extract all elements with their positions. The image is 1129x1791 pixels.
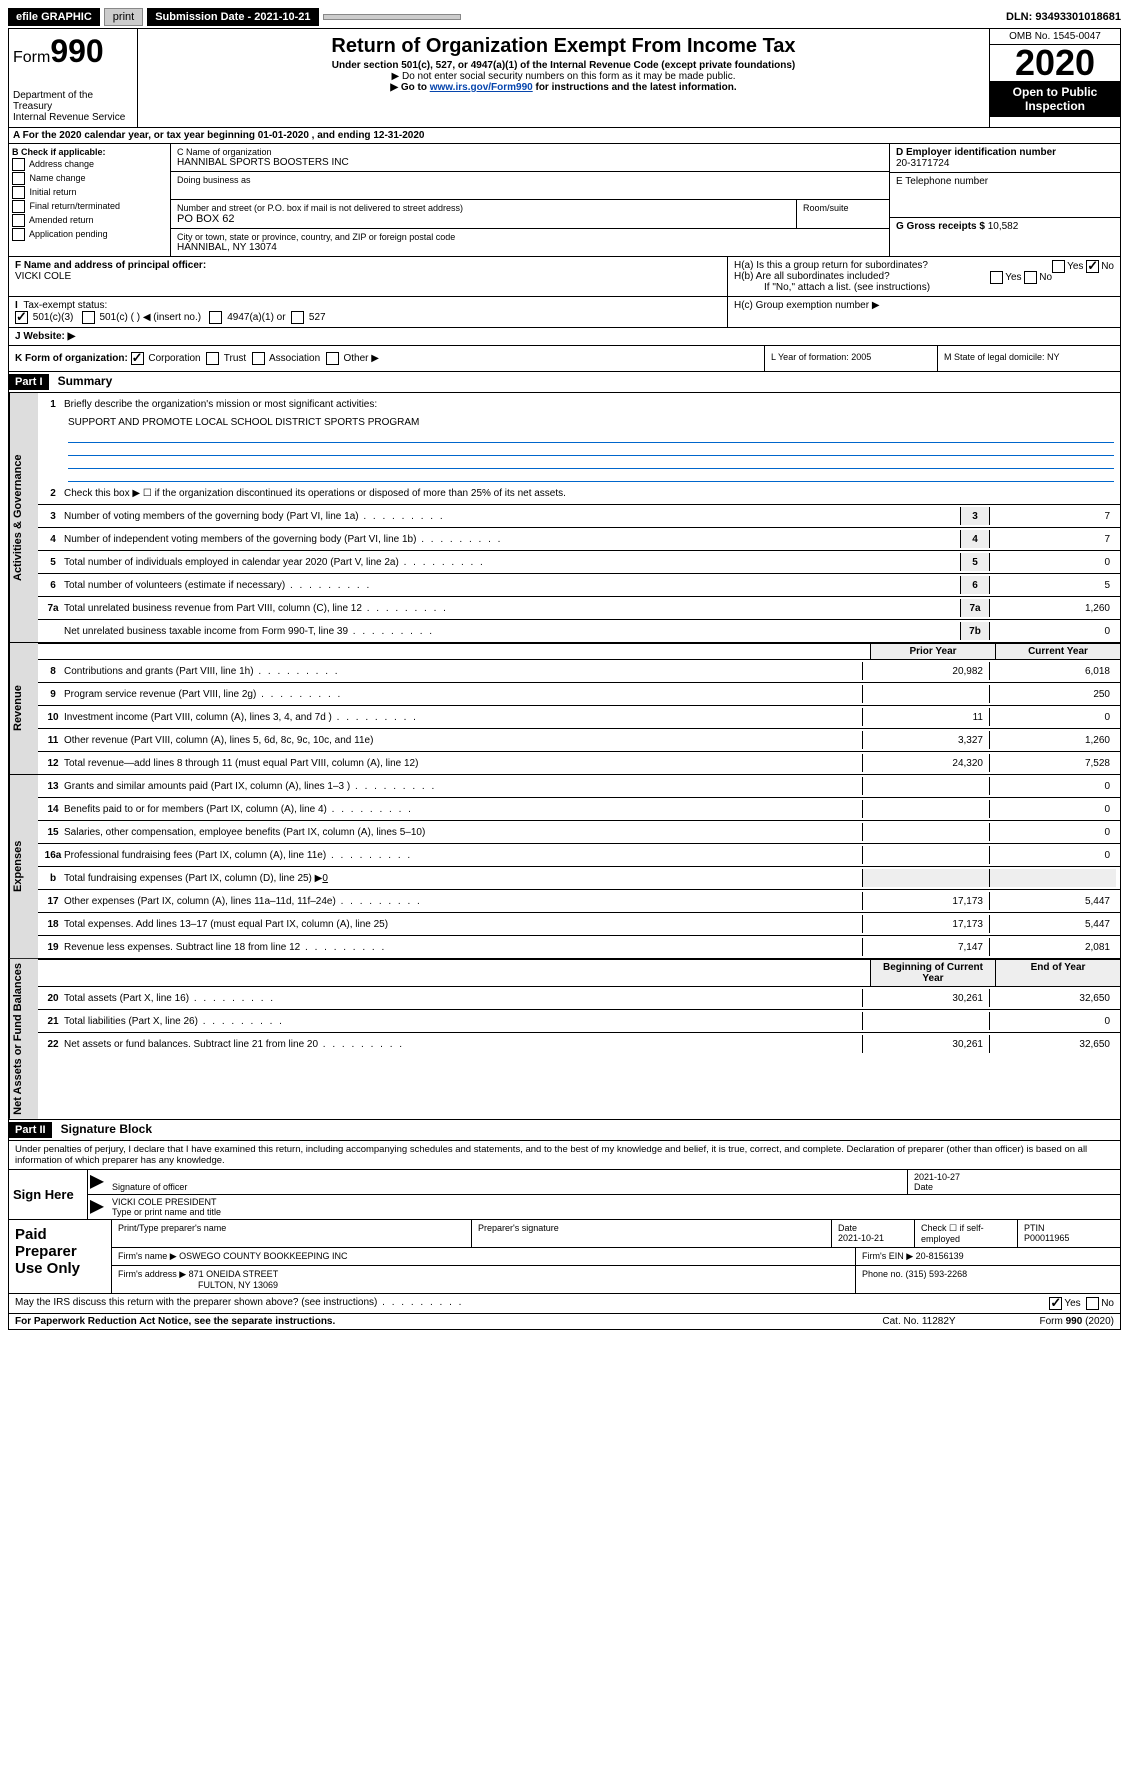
check-initial[interactable]: Initial return (12, 186, 167, 199)
check-name-change[interactable]: Name change (12, 172, 167, 185)
box-k: K Form of organization: Corporation Trus… (9, 346, 764, 371)
check-addr-change[interactable]: Address change (12, 158, 167, 171)
netassets-section: Net Assets or Fund Balances Beginning of… (9, 959, 1120, 1120)
footer: For Paperwork Reduction Act Notice, see … (9, 1313, 1120, 1329)
part2-header-row: Part II Signature Block (9, 1120, 1120, 1140)
part2-header: Part II (9, 1122, 52, 1138)
header-center: Return of Organization Exempt From Incom… (138, 29, 989, 127)
paid-label: Paid Preparer Use Only (9, 1220, 111, 1293)
form-container: Form990 Department of the Treasury Inter… (8, 28, 1121, 1330)
ein: 20-3171724 (896, 158, 949, 169)
header-left: Form990 Department of the Treasury Inter… (9, 29, 138, 127)
box-b: B Check if applicable: Address change Na… (9, 144, 171, 256)
form-title: Return of Organization Exempt From Incom… (142, 35, 985, 58)
dln: DLN: 93493301018681 (1006, 11, 1121, 23)
ptin: P00011965 (1024, 1233, 1069, 1243)
box-hc: H(c) Group exemption number ▶ (728, 297, 1120, 327)
sig-disclaimer: Under penalties of perjury, I declare th… (9, 1141, 1120, 1169)
box-c: C Name of organization HANNIBAL SPORTS B… (171, 144, 889, 256)
mission: SUPPORT AND PROMOTE LOCAL SCHOOL DISTRIC… (38, 415, 1120, 430)
phone-label: E Telephone number (896, 176, 988, 187)
goto-line: ▶ Go to www.irs.gov/Form990 for instruct… (142, 82, 985, 93)
arrow-icon (90, 1200, 104, 1214)
firm-addr: 871 ONEIDA STREET (189, 1269, 279, 1279)
part1-title: Summary (52, 374, 113, 388)
part2-title: Signature Block (55, 1122, 152, 1136)
gross-label: G Gross receipts $ (896, 221, 988, 232)
open-public-badge: Open to Public Inspection (990, 81, 1120, 117)
firm-ein: 20-8156139 (916, 1251, 964, 1261)
city: HANNIBAL, NY 13074 (177, 242, 883, 253)
section-ij: I Tax-exempt status: 501(c)(3) 501(c) ( … (9, 297, 1120, 328)
box-i: I Tax-exempt status: 501(c)(3) 501(c) ( … (9, 297, 728, 327)
tax-year: 2020 (990, 45, 1120, 81)
sign-here-row: Sign Here Signature of officer 2021-10-2… (9, 1169, 1120, 1219)
vtab-revenue: Revenue (9, 643, 38, 774)
cat-no: Cat. No. 11282Y (844, 1316, 994, 1327)
box-f: F Name and address of principal officer:… (9, 257, 728, 296)
officer-printed: VICKI COLE PRESIDENT (112, 1197, 217, 1207)
arrow-icon (90, 1175, 104, 1189)
discuss-row: May the IRS discuss this return with the… (9, 1293, 1120, 1313)
subtitle: Under section 501(c), 527, or 4947(a)(1)… (142, 60, 985, 71)
print-button[interactable]: print (104, 8, 143, 26)
org-name: HANNIBAL SPORTS BOOSTERS INC (177, 157, 883, 168)
section-fh: F Name and address of principal officer:… (9, 257, 1120, 297)
box-h: H(a) Is this a group return for subordin… (728, 257, 1120, 296)
efile-button[interactable]: efile GRAPHIC (8, 8, 100, 26)
box-m: M State of legal domicile: NY (937, 346, 1120, 371)
box-l: L Year of formation: 2005 (764, 346, 937, 371)
addr-label: Number and street (or P.O. box if mail i… (177, 203, 790, 213)
firm-phone: (315) 593-2268 (906, 1269, 968, 1279)
vtab-expenses: Expenses (9, 775, 38, 958)
addr: PO BOX 62 (177, 213, 790, 225)
part1-header: Part I (9, 374, 49, 390)
section-bcd: B Check if applicable: Address change Na… (9, 144, 1120, 257)
box-d: D Employer identification number 20-3171… (889, 144, 1120, 256)
firm-name: OSWEGO COUNTY BOOKKEEPING INC (179, 1251, 347, 1261)
part1-header-row: Part I Summary (9, 372, 1120, 393)
room-label: Room/suite (803, 203, 883, 213)
signature-block: Under penalties of perjury, I declare th… (9, 1140, 1120, 1313)
dept-treasury: Department of the Treasury (13, 90, 133, 112)
irs-label: Internal Revenue Service (13, 112, 133, 123)
expenses-section: Expenses 13Grants and similar amounts pa… (9, 775, 1120, 959)
activities-governance: Activities & Governance 1Briefly describ… (9, 393, 1120, 643)
form-number: 990 (50, 33, 103, 69)
vtab-netassets: Net Assets or Fund Balances (9, 959, 38, 1119)
dba-label: Doing business as (177, 175, 883, 185)
ssn-notice: ▶ Do not enter social security numbers o… (142, 71, 985, 82)
form-label: Form (13, 49, 50, 66)
form-header: Form990 Department of the Treasury Inter… (9, 29, 1120, 128)
top-bar: efile GRAPHIC print Submission Date - 20… (8, 8, 1121, 26)
vtab-ag: Activities & Governance (9, 393, 38, 642)
ein-label: D Employer identification number (896, 147, 1056, 158)
revenue-section: Revenue Prior YearCurrent Year 8Contribu… (9, 643, 1120, 775)
section-klm: K Form of organization: Corporation Trus… (9, 346, 1120, 372)
dropdown[interactable] (323, 14, 461, 20)
sign-here-label: Sign Here (9, 1170, 87, 1219)
officer-name: VICKI COLE (15, 271, 71, 282)
paid-preparer: Paid Preparer Use Only Print/Type prepar… (9, 1219, 1120, 1293)
submission-date: Submission Date - 2021-10-21 (147, 8, 318, 26)
paperwork-notice: For Paperwork Reduction Act Notice, see … (15, 1316, 844, 1327)
irs-link[interactable]: www.irs.gov/Form990 (430, 82, 533, 93)
check-amended[interactable]: Amended return (12, 214, 167, 227)
name-label: C Name of organization (177, 147, 883, 157)
check-final[interactable]: Final return/terminated (12, 200, 167, 213)
header-right: OMB No. 1545-0047 2020 Open to Public In… (989, 29, 1120, 127)
form-footer: Form 990 (2020) (994, 1316, 1114, 1327)
box-j: J Website: ▶ (9, 328, 1120, 346)
check-pending[interactable]: Application pending (12, 228, 167, 241)
row-a: A For the 2020 calendar year, or tax yea… (9, 128, 1120, 144)
city-label: City or town, state or province, country… (177, 232, 883, 242)
gross-receipts: 10,582 (988, 221, 1019, 232)
